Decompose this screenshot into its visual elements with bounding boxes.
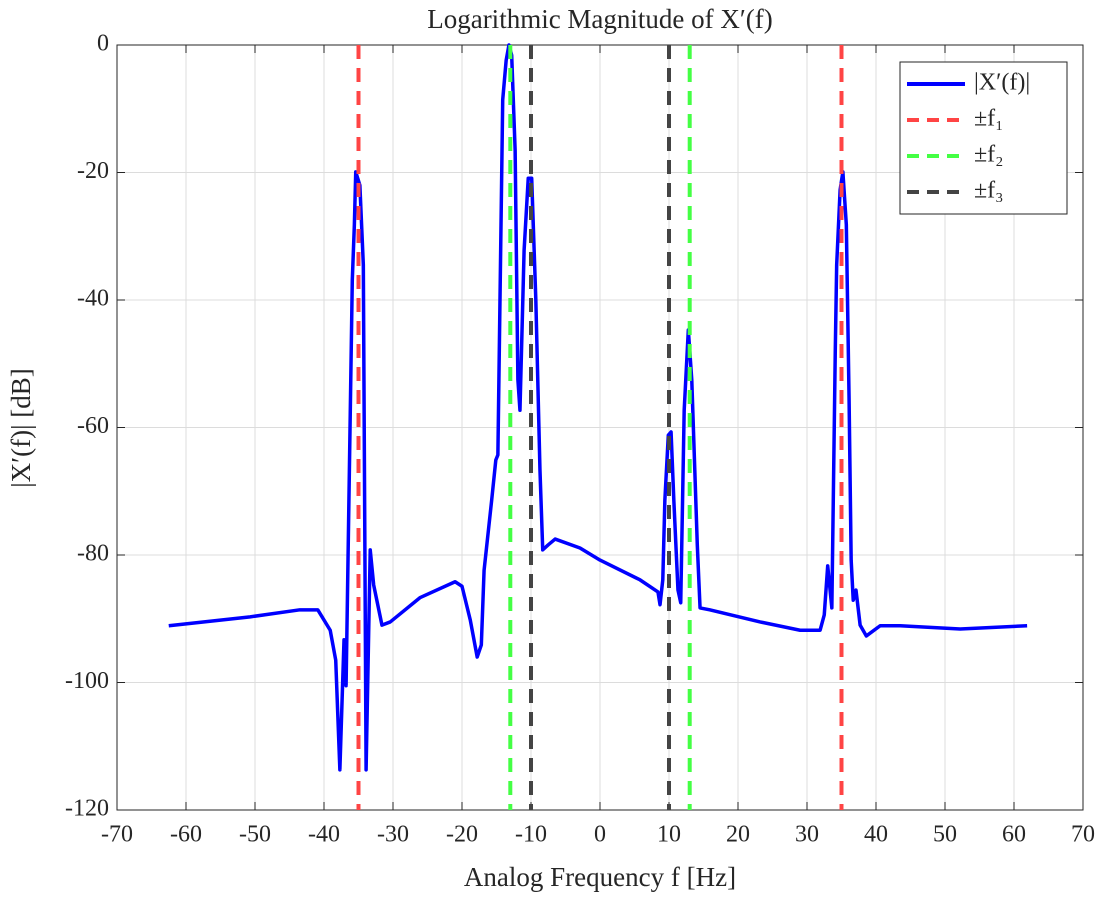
x-tick-label: -20 xyxy=(446,822,478,848)
y-tick-label: -40 xyxy=(77,286,109,312)
x-axis-label: Analog Frequency f [Hz] xyxy=(464,862,736,892)
legend-box xyxy=(899,61,1068,215)
data-line xyxy=(168,43,1028,772)
legend-label: ±f₂ xyxy=(974,142,1004,168)
x-tick-label: -30 xyxy=(377,822,409,848)
legend-label: ±f₃ xyxy=(974,178,1004,204)
y-tick-label: -120 xyxy=(65,796,109,822)
y-tick-label: -60 xyxy=(77,413,109,439)
x-tick-label: 50 xyxy=(933,822,957,848)
legend-label: ±f₁ xyxy=(974,106,1004,132)
x-tick-label: -40 xyxy=(308,822,340,848)
x-tick-label: -70 xyxy=(101,822,133,848)
x-tick-label: 10 xyxy=(657,822,681,848)
x-tick-label: -60 xyxy=(170,822,202,848)
x-tick-label: 70 xyxy=(1071,822,1095,848)
x-tick-label: 0 xyxy=(594,822,606,848)
y-axis-label: |X′(f)| [dB] xyxy=(6,368,36,487)
x-tick-label: -10 xyxy=(515,822,547,848)
x-tick-label: 60 xyxy=(1002,822,1026,848)
chart-title: Logarithmic Magnitude of X′(f) xyxy=(427,4,773,34)
x-tick-label: 40 xyxy=(864,822,888,848)
plot-frame xyxy=(116,44,1084,811)
y-tick-label: 0 xyxy=(97,31,109,57)
x-tick-label: 20 xyxy=(726,822,750,848)
x-tick-label: -50 xyxy=(239,822,271,848)
y-tick-label: -100 xyxy=(65,668,109,694)
x-tick-label: 30 xyxy=(795,822,819,848)
y-tick-label: -20 xyxy=(77,158,109,184)
y-tick-label: -80 xyxy=(77,541,109,567)
legend-label: |X′(f)| xyxy=(974,70,1030,96)
